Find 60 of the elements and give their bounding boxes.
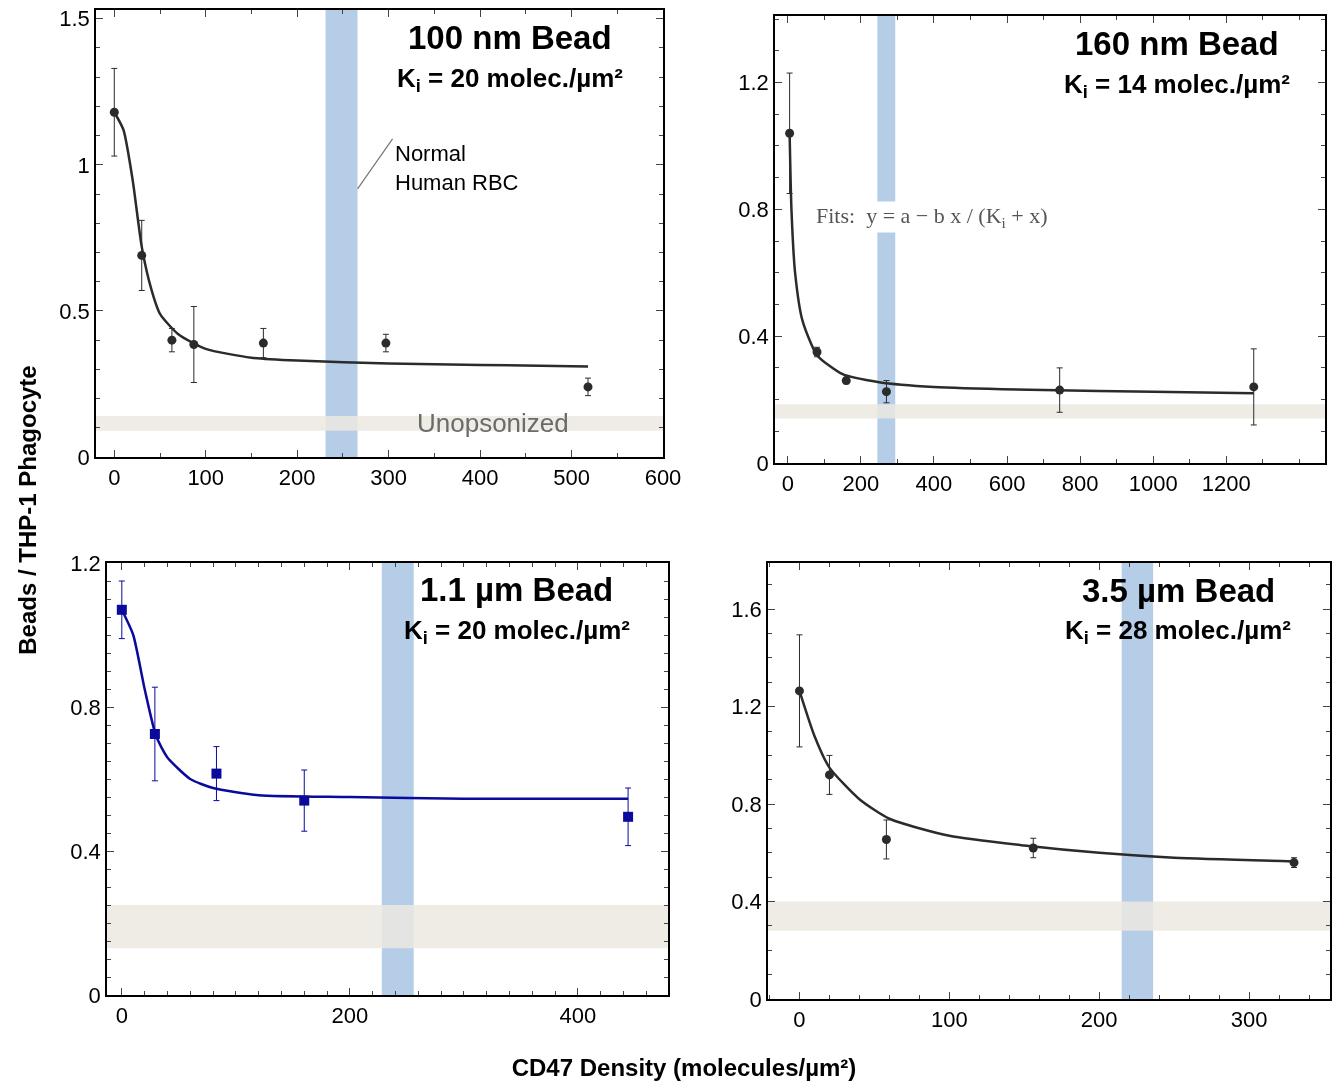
chart-title: 100 nm Bead [408, 19, 612, 56]
y-tick-label: 0 [88, 982, 101, 1008]
point [623, 811, 634, 822]
chart-title: 3.5 µm Bead [1082, 572, 1276, 609]
y-tick-label: 0 [749, 986, 762, 1012]
chart-title: 160 nm Bead [1075, 25, 1279, 62]
y-tick-label: 1.2 [70, 550, 101, 576]
x-tick-label: 0 [781, 471, 794, 497]
point [258, 338, 268, 348]
x-tick-label: 200 [278, 465, 316, 491]
x-tick-label: 600 [644, 465, 682, 491]
x-tick-label: 100 [187, 465, 225, 491]
x-tick-label: 800 [1061, 471, 1099, 497]
x-tick-label: 300 [1230, 1007, 1268, 1033]
point [1249, 382, 1259, 392]
x-tick-label: 400 [915, 471, 953, 497]
y-tick-label: 1.2 [738, 70, 769, 96]
y-tick-label: 0.4 [731, 889, 762, 915]
point [824, 770, 834, 780]
y-tick-label: 1.2 [731, 694, 762, 720]
x-tick-label: 400 [559, 1003, 597, 1029]
point [381, 338, 391, 348]
point [881, 387, 891, 397]
band-label: Normal Human RBC [395, 141, 519, 195]
text: K$_{i}$ = 20 molec./µm² [404, 615, 631, 649]
x-tick-label: 0 [793, 1007, 806, 1033]
point [211, 768, 222, 779]
y-tick-label: 0.4 [70, 838, 101, 864]
x-tick-label: 0 [115, 1003, 128, 1029]
y-axis-title: Beads / THP-1 Phagocyte [14, 365, 42, 655]
y-tick-label: 0.8 [738, 197, 769, 223]
chart-title: 1.1 µm Bead [420, 571, 614, 608]
x-tick-label: 300 [370, 465, 408, 491]
y-tick-label: 0.8 [70, 694, 101, 720]
text: K$_{i}$ = 14 molec./µm² [1064, 69, 1291, 103]
x-tick-label: 0 [108, 465, 121, 491]
y-tick-label: 1.5 [59, 6, 90, 32]
x-tick-label: 400 [461, 465, 499, 491]
text: K$_{i}$ = 28 molec./µm² [1065, 615, 1292, 649]
x-tick-label: 600 [988, 471, 1026, 497]
x-tick-label: 500 [553, 465, 590, 491]
y-tick-label: 0 [77, 444, 90, 470]
y-tick-label: 0.4 [738, 323, 769, 349]
text: K$_{i}$ = 20 molec./µm² [397, 63, 624, 97]
band-label: Unopsonized [417, 408, 569, 438]
point [167, 335, 177, 345]
x-tick-label: 200 [1080, 1007, 1118, 1033]
x-tick-label: 1200 [1201, 471, 1251, 497]
x-tick-label: 100 [930, 1007, 968, 1033]
point [583, 382, 593, 392]
x-tick-label: 200 [331, 1003, 369, 1029]
annotation: Fits: y = a − b x / (K$_{i}$ + x) [816, 203, 1048, 231]
x-tick-label: 200 [842, 471, 880, 497]
y-tick-label: 1 [77, 152, 90, 178]
y-tick-label: 0.5 [59, 298, 90, 324]
y-tick-label: 1.6 [731, 596, 762, 622]
x-tick-label: 1000 [1128, 471, 1178, 497]
point [881, 834, 891, 844]
x-axis-title: CD47 Density (molecules/µm²) [511, 1054, 857, 1082]
y-tick-label: 0.8 [731, 791, 762, 817]
